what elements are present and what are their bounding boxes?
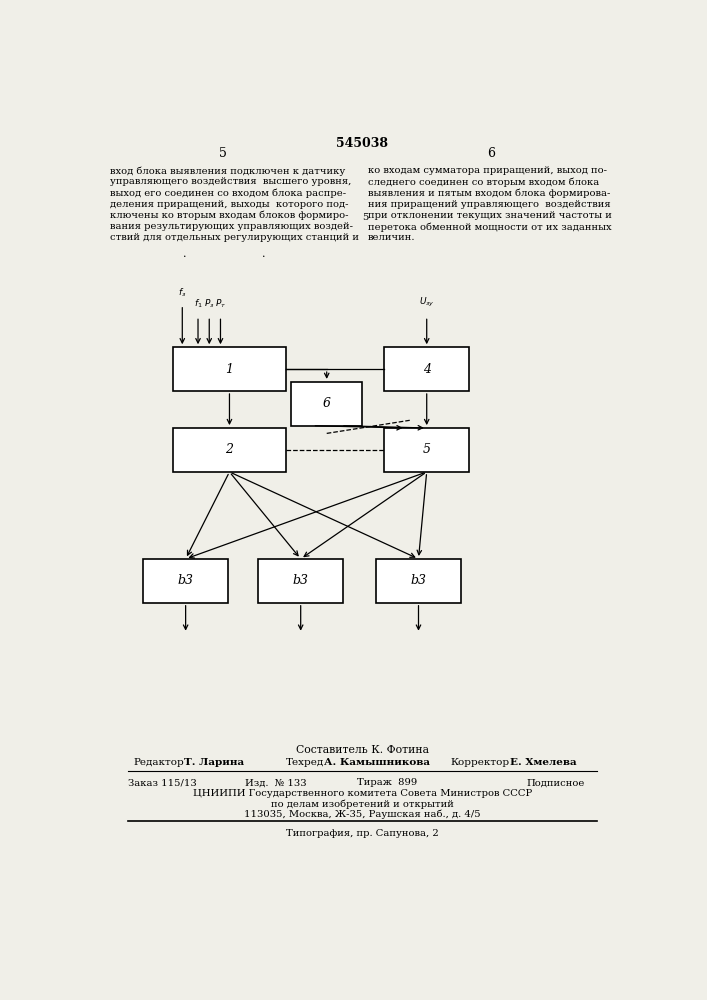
Text: .: . (182, 249, 186, 259)
Bar (385, 428, 469, 472)
Text: $P_з$: $P_з$ (204, 298, 214, 310)
Text: Типография, пр. Сапунова, 2: Типография, пр. Сапунова, 2 (286, 829, 439, 838)
Text: ключены ко вторым входам блоков формиро-: ключены ко вторым входам блоков формиро- (110, 211, 349, 220)
Bar (173, 428, 286, 472)
Text: выявления и пятым входом блока формирова-: выявления и пятым входом блока формирова… (368, 189, 610, 198)
Text: деления приращений, выходы  которого под-: деления приращений, выходы которого под- (110, 200, 349, 209)
Text: Е. Хмелева: Е. Хмелева (510, 758, 577, 767)
Text: Заказ 115/13: Заказ 115/13 (128, 778, 197, 787)
Text: ко входам сумматора приращений, выход по-: ко входам сумматора приращений, выход по… (368, 166, 607, 175)
Bar (376, 559, 461, 603)
Text: 4: 4 (423, 363, 431, 376)
Bar (291, 382, 363, 426)
Text: величин.: величин. (368, 233, 415, 242)
Text: Подписное: Подписное (527, 778, 585, 787)
Text: b3: b3 (177, 574, 194, 587)
Text: 6: 6 (322, 397, 331, 410)
Text: А. Камышникова: А. Камышникова (324, 758, 430, 767)
Text: ЦНИИПИ Государственного комитета Совета Министров СССР: ЦНИИПИ Государственного комитета Совета … (193, 789, 532, 798)
Bar (144, 559, 228, 603)
Text: Корректор: Корректор (450, 758, 509, 767)
Text: b3: b3 (411, 574, 426, 587)
Text: 5: 5 (423, 443, 431, 456)
Text: 6: 6 (487, 147, 495, 160)
Text: при отклонении текущих значений частоты и: при отклонении текущих значений частоты … (368, 211, 612, 220)
Text: управляющего воздействия  высшего уровня,: управляющего воздействия высшего уровня, (110, 177, 351, 186)
Text: $f_1$: $f_1$ (194, 298, 202, 310)
Text: .: . (262, 249, 265, 259)
Text: 545038: 545038 (337, 137, 388, 150)
Text: следнего соединен со вторым входом блока: следнего соединен со вторым входом блока (368, 177, 599, 187)
Text: Т. Ларина: Т. Ларина (185, 758, 245, 767)
Text: Техред: Техред (286, 758, 324, 767)
Text: 2: 2 (226, 443, 233, 456)
Text: Составитель К. Фотина: Составитель К. Фотина (296, 745, 429, 755)
Bar (385, 347, 469, 391)
Text: по делам изобретений и открытий: по делам изобретений и открытий (271, 799, 454, 809)
Text: Изд.  № 133: Изд. № 133 (245, 778, 306, 787)
Text: 5: 5 (218, 147, 226, 160)
Text: 1: 1 (226, 363, 233, 376)
Text: $f_з$: $f_з$ (178, 286, 187, 299)
Text: ствий для отдельных регулирующих станций и: ствий для отдельных регулирующих станций… (110, 233, 359, 242)
Text: вход блока выявления подключен к датчику: вход блока выявления подключен к датчику (110, 166, 346, 176)
Text: вания результирующих управляющих воздей-: вания результирующих управляющих воздей- (110, 222, 354, 231)
Text: $U_{зу}$: $U_{зу}$ (419, 296, 435, 309)
Text: Тираж  899: Тираж 899 (357, 778, 417, 787)
Bar (258, 559, 343, 603)
Text: 113035, Москва, Ж-35, Раушская наб., д. 4/5: 113035, Москва, Ж-35, Раушская наб., д. … (244, 809, 481, 819)
Text: перетока обменной мощности от их заданных: перетока обменной мощности от их заданны… (368, 222, 612, 232)
Text: $P_т$: $P_т$ (215, 298, 226, 310)
Text: Редактор: Редактор (134, 758, 184, 767)
Bar (173, 347, 286, 391)
Text: 5: 5 (363, 213, 369, 222)
Text: ния приращений управляющего  воздействия: ния приращений управляющего воздействия (368, 200, 610, 209)
Text: b3: b3 (293, 574, 309, 587)
Text: выход его соединен со входом блока распре-: выход его соединен со входом блока распр… (110, 189, 346, 198)
